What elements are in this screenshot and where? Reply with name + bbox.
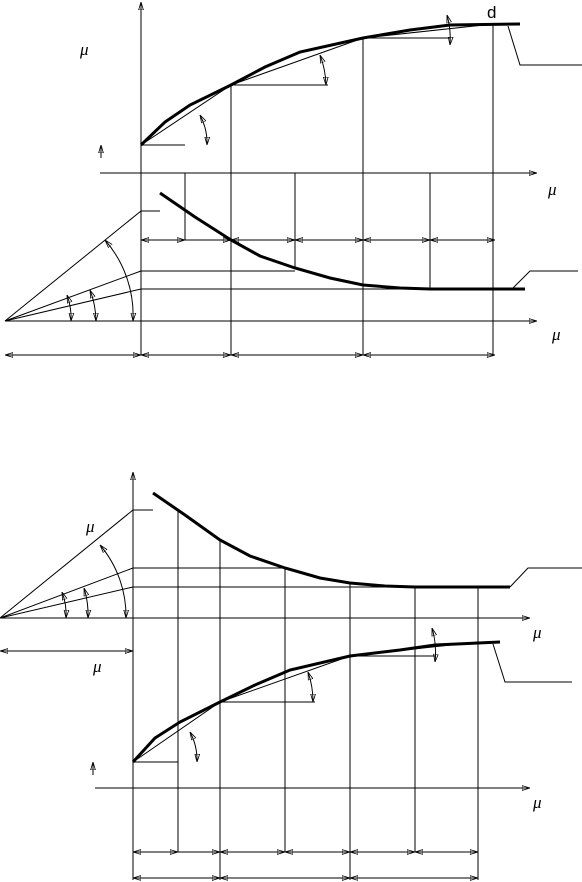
label: μ (551, 325, 561, 344)
label: μ (85, 517, 95, 536)
label: μ (92, 657, 102, 676)
label: d (487, 3, 496, 22)
label: μ (532, 793, 542, 812)
label: μ (532, 623, 542, 642)
label: μ (547, 180, 557, 199)
bottom-figure (0, 472, 582, 880)
top-figure (4, 2, 582, 355)
label: μ (79, 40, 89, 59)
